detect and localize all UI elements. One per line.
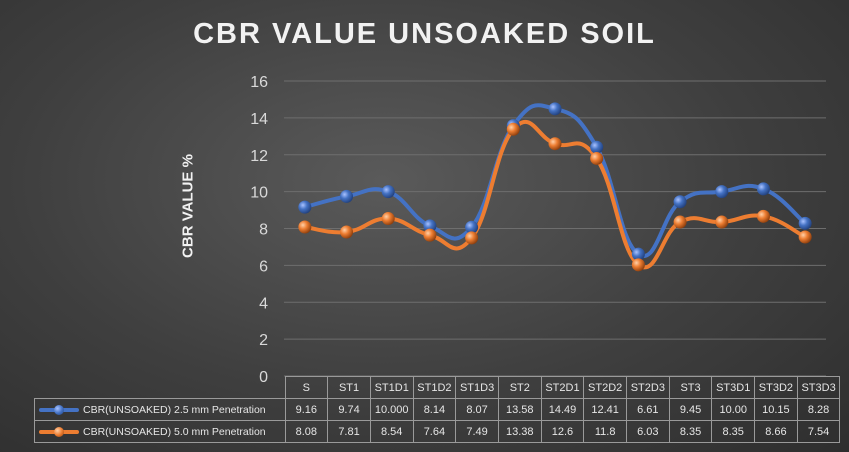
y-tick-label: 12 [250, 148, 268, 165]
x-category-label: ST1 [327, 376, 371, 399]
table-cell-value: 8.35 [668, 420, 713, 443]
table-cell-value: 13.58 [497, 398, 542, 421]
x-category-label: ST2D1 [540, 376, 585, 399]
y-tick-label: 2 [259, 332, 268, 349]
data-point-0-st3d3 [798, 216, 812, 230]
table-cell-value: 8.14 [412, 398, 457, 421]
data-point-1-st2d3 [631, 258, 645, 272]
x-category-label: ST2D3 [626, 376, 670, 399]
x-category-label: ST2D2 [583, 376, 627, 399]
data-point-1-st3 [673, 215, 687, 229]
data-point-0-st3d2 [756, 182, 770, 196]
y-tick-label: 4 [259, 295, 268, 312]
data-point-1-st2 [506, 122, 520, 136]
data-point-1-st1d1 [381, 212, 395, 226]
table-cell-value: 9.74 [327, 398, 371, 421]
data-table: S ST1 ST1D1 ST1D2 ST1D3 ST2 ST2D1 ST2D2 ST2D3 ST3… [34, 376, 841, 443]
chart-title: CBR VALUE UNSOAKED SOIL [193, 18, 656, 50]
x-category-label: ST1D3 [455, 376, 499, 399]
y-tick-label: 16 [250, 74, 268, 91]
legend-entry-2-5mm: CBR(UNSOAKED) 2.5 mm Penetration [34, 398, 286, 421]
table-cell-value: 11.8 [583, 420, 627, 443]
table-cell-value: 14.49 [540, 398, 585, 421]
data-point-1-st2d1 [548, 137, 562, 151]
data-point-0-st3d1 [715, 185, 729, 199]
data-point-0-st3 [673, 195, 687, 209]
data-point-1-st1d2 [423, 228, 437, 242]
table-cell-value: 7.64 [412, 420, 457, 443]
table-cell-value: 8.28 [796, 398, 841, 421]
table-cell-value: 8.08 [284, 420, 329, 443]
table-cell-value: 13.38 [497, 420, 542, 443]
y-tick-label: 14 [250, 111, 268, 128]
table-cell-value: 7.49 [455, 420, 499, 443]
table-cell-value: 12.41 [583, 398, 627, 421]
data-point-0-st1 [340, 189, 354, 203]
data-point-0-s [298, 200, 312, 214]
data-point-1-st3d1 [715, 215, 729, 229]
x-category-label: ST1D1 [369, 376, 414, 399]
table-cell-value: 7.54 [796, 420, 841, 443]
y-tick-label: 8 [259, 222, 268, 239]
legend-entry-5-0mm: CBR(UNSOAKED) 5.0 mm Penetration [34, 420, 286, 443]
y-tick-label: 10 [250, 185, 268, 202]
x-category-label: ST3D2 [754, 376, 798, 399]
data-point-0-st2d2 [590, 140, 604, 154]
legend-key-orange [39, 426, 79, 437]
y-tick-label: 6 [259, 258, 268, 275]
table-cell-value: 9.16 [284, 398, 329, 421]
table-cell-value: 8.07 [455, 398, 499, 421]
data-point-1-s [298, 220, 312, 234]
x-category-label: ST3 [668, 376, 713, 399]
table-cell-value: 6.61 [626, 398, 670, 421]
data-point-1-st3d3 [798, 230, 812, 244]
table-cell-value: 7.81 [327, 420, 371, 443]
x-category-label: S [284, 376, 329, 399]
data-point-0-st1d3 [465, 220, 479, 234]
series-line-0 [302, 103, 808, 258]
data-point-0-st2d3 [631, 247, 645, 261]
data-point-1-st3d2 [756, 209, 770, 223]
table-cell-value: 12.6 [540, 420, 585, 443]
data-point-1-st1d3 [465, 231, 479, 245]
data-point-0-st2d1 [548, 102, 562, 116]
table-cell-value: 10.000 [369, 398, 414, 421]
data-point-1-st2d2 [590, 151, 604, 165]
x-category-label: ST3D3 [796, 376, 841, 399]
x-category-label: ST1D2 [412, 376, 457, 399]
x-category-label: ST2 [497, 376, 542, 399]
table-cell-value: 6.03 [626, 420, 670, 443]
x-category-label: ST3D1 [711, 376, 756, 399]
table-cell-value: 8.66 [754, 420, 798, 443]
legend-key-blue [39, 404, 79, 415]
data-point-0-st1d1 [381, 185, 395, 199]
table-cell-value: 8.35 [711, 420, 756, 443]
data-point-0-st1d2 [423, 219, 437, 233]
data-point-1-st1 [340, 225, 354, 239]
table-cell-value: 9.45 [668, 398, 713, 421]
table-cell-value: 10.00 [711, 398, 756, 421]
table-cell-value: 10.15 [754, 398, 798, 421]
table-cell-value: 8.54 [369, 420, 414, 443]
